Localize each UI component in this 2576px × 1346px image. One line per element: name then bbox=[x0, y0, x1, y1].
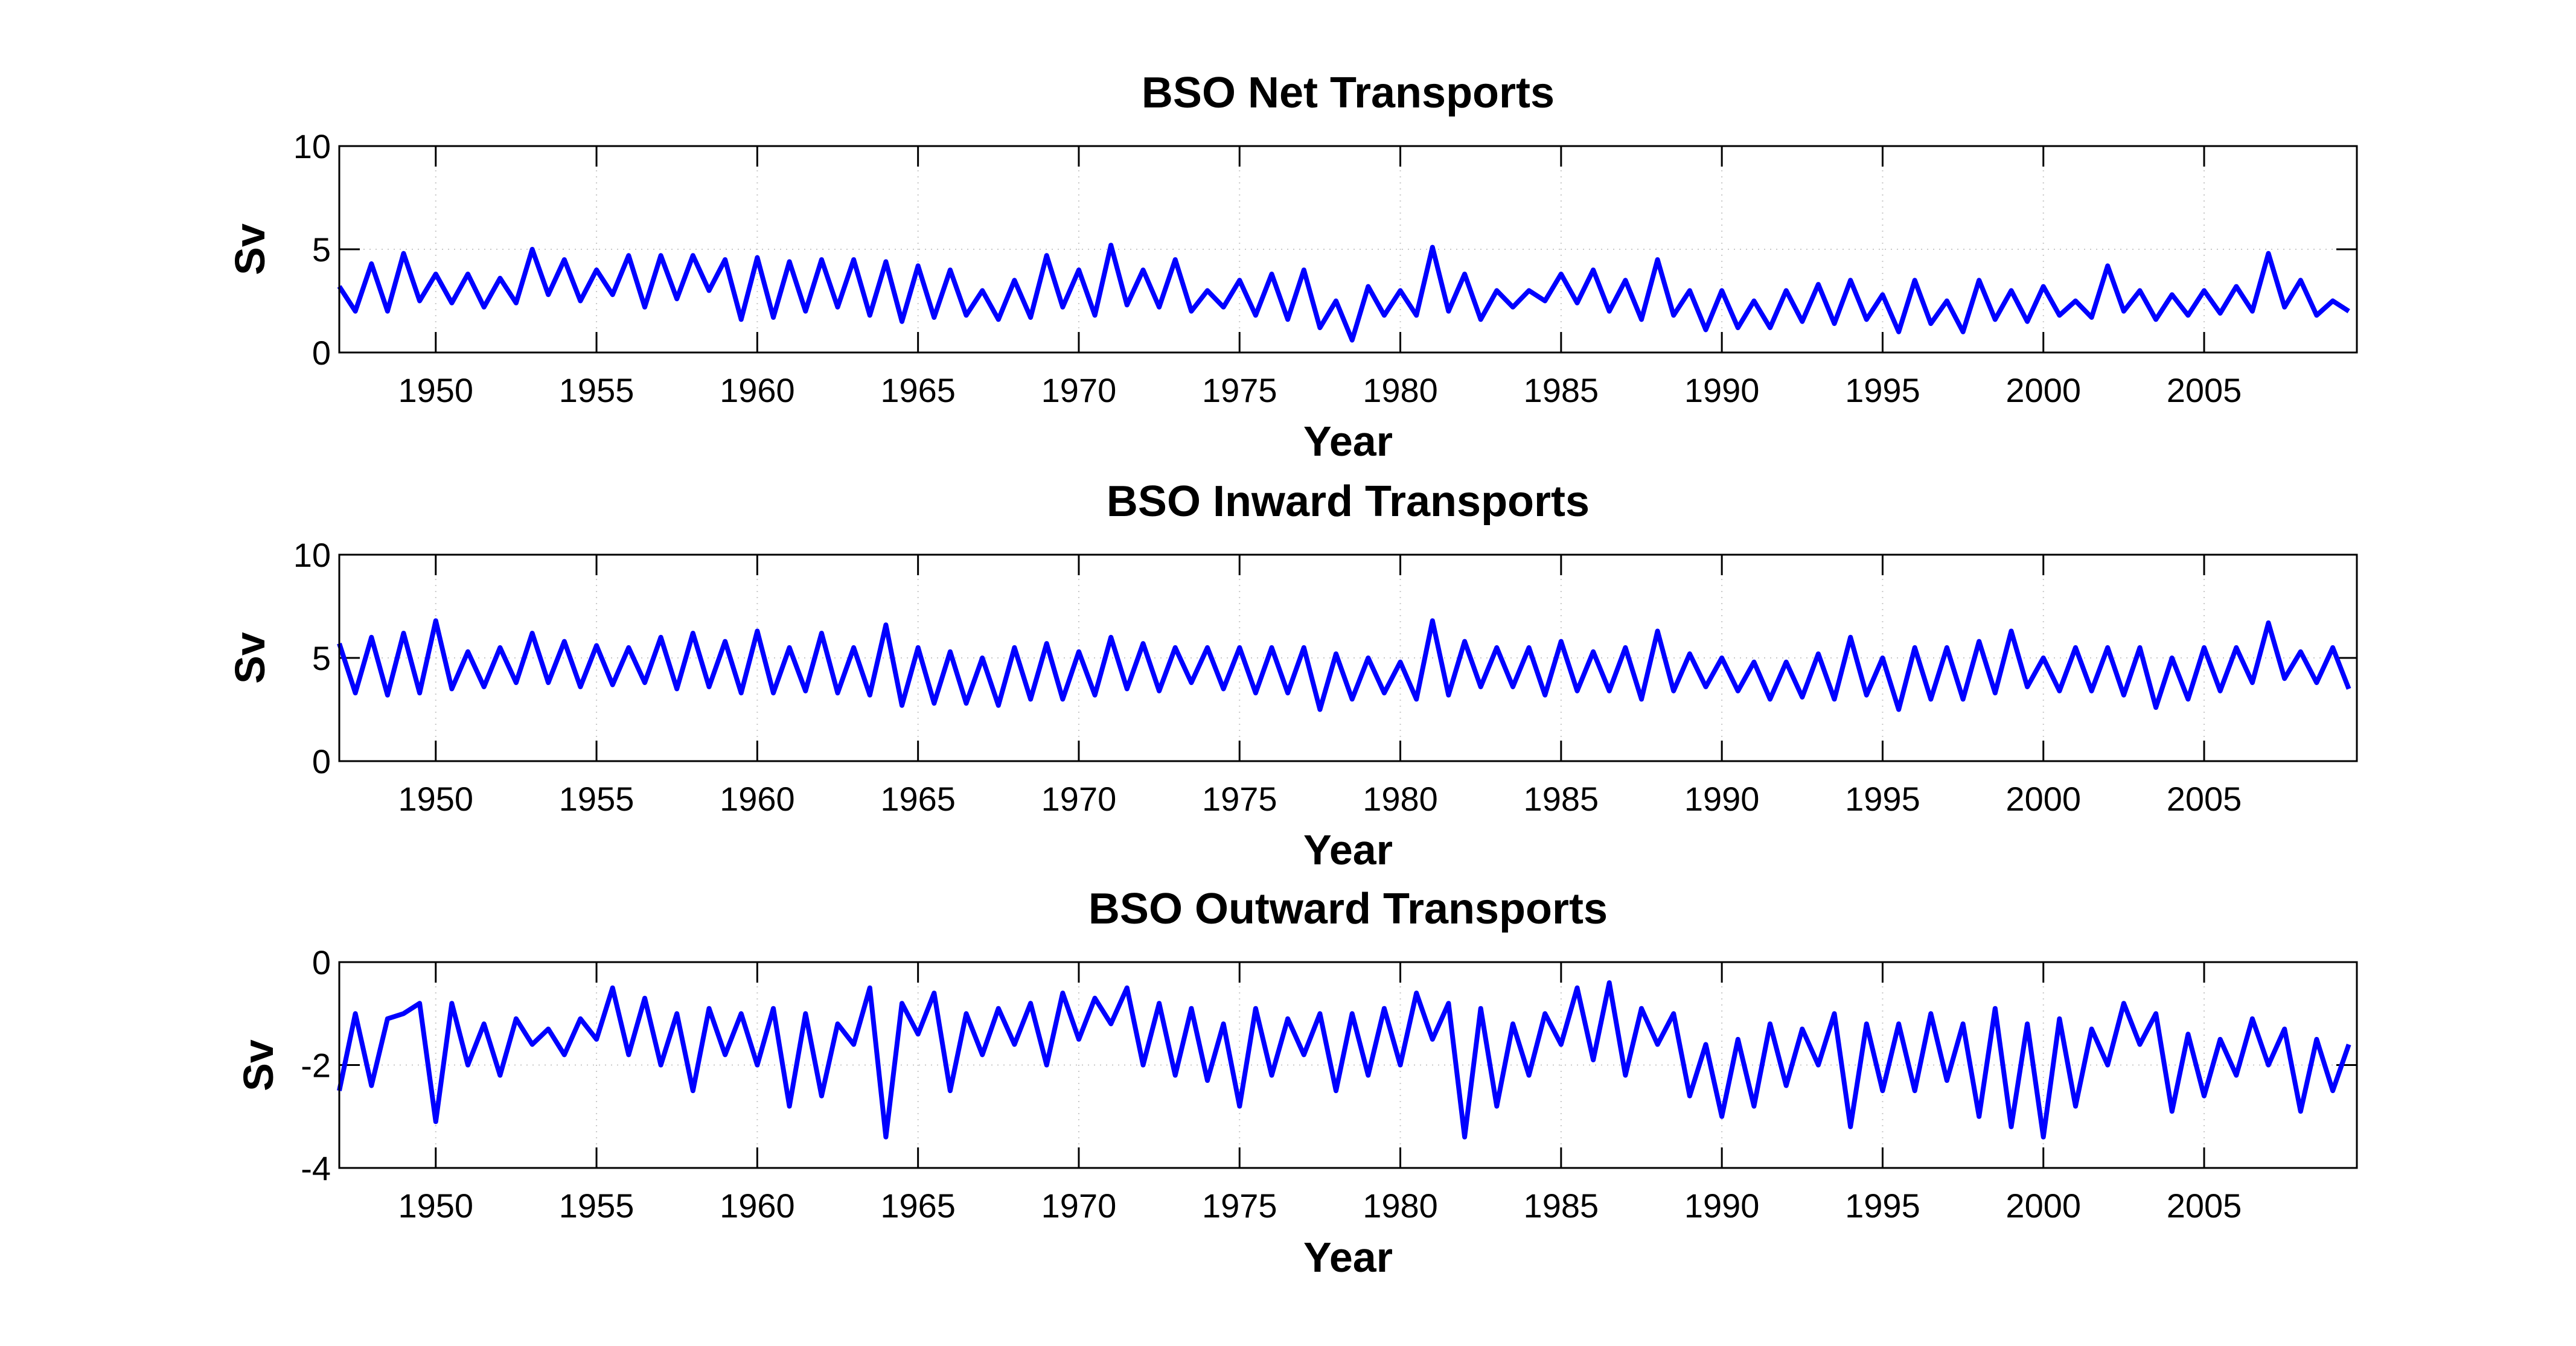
x-tick-label: 1975 bbox=[1202, 1187, 1277, 1225]
chart-title: BSO Inward Transports bbox=[1107, 477, 1590, 526]
x-tick-label: 2005 bbox=[2167, 371, 2242, 409]
x-tick-label: 1955 bbox=[559, 1187, 634, 1225]
series-line bbox=[337, 980, 2351, 1140]
x-tick-label: 2005 bbox=[2167, 1187, 2242, 1225]
y-tick-label: 10 bbox=[293, 127, 331, 165]
x-tick-label: 1985 bbox=[1524, 1187, 1599, 1225]
x-tick-label: 1970 bbox=[1041, 371, 1117, 409]
x-tick-label: 1990 bbox=[1684, 1187, 1760, 1225]
panel-inward-transports: BSO Inward Transports Year Sv 1950 1955 19… bbox=[226, 477, 2358, 873]
x-tick-label: 1965 bbox=[880, 1187, 956, 1225]
x-axis-label: Year bbox=[1303, 418, 1393, 465]
y-tick-label: -2 bbox=[301, 1047, 331, 1085]
x-tick-label: 1960 bbox=[720, 371, 795, 409]
x-tick-label: 1965 bbox=[880, 371, 956, 409]
panel-net-transports: BSO Net Transports Year Sv 1950 1955 1960 1… bbox=[226, 69, 2358, 465]
y-tick-label: 10 bbox=[293, 536, 331, 574]
panel-outward-transports: BSO Outward Transports Year Sv 1950 1955 1… bbox=[235, 885, 2358, 1281]
y-tick-label: 5 bbox=[312, 231, 331, 269]
x-axis-label: Year bbox=[1303, 826, 1393, 873]
x-tick-label: 1950 bbox=[398, 780, 473, 818]
y-tick-label: 0 bbox=[312, 334, 331, 372]
x-tick-label: 1950 bbox=[398, 1187, 473, 1225]
chart-title: BSO Net Transports bbox=[1142, 69, 1555, 117]
y-tick-label: 0 bbox=[312, 943, 331, 981]
x-tick-label: 1985 bbox=[1524, 780, 1599, 818]
x-tick-label: 1995 bbox=[1845, 1187, 1920, 1225]
x-tick-label: 1980 bbox=[1363, 371, 1438, 409]
x-tick-label: 2000 bbox=[2006, 780, 2081, 818]
x-tick-label: 2005 bbox=[2167, 780, 2242, 818]
x-tick-label: 1955 bbox=[559, 371, 634, 409]
axes-frame bbox=[338, 961, 2358, 1169]
y-tick-label: -4 bbox=[301, 1149, 331, 1187]
x-tick-label: 1995 bbox=[1845, 780, 1920, 818]
y-axis-label: Sv bbox=[226, 223, 273, 275]
x-tick-label: 1970 bbox=[1041, 780, 1117, 818]
series-line bbox=[337, 243, 2350, 343]
x-tick-label: 1990 bbox=[1684, 780, 1760, 818]
x-tick-label: 1965 bbox=[880, 780, 956, 818]
x-axis-label: Year bbox=[1303, 1234, 1393, 1281]
y-tick-label: 5 bbox=[312, 639, 331, 677]
x-tick-label: 1970 bbox=[1041, 1187, 1117, 1225]
x-tick-label: 1975 bbox=[1202, 371, 1277, 409]
x-tick-label: 1955 bbox=[559, 780, 634, 818]
x-tick-label: 2000 bbox=[2006, 371, 2081, 409]
y-tick-label: 0 bbox=[312, 742, 331, 780]
x-tick-label: 2000 bbox=[2006, 1187, 2081, 1225]
y-axis-label: Sv bbox=[235, 1039, 282, 1091]
chart-title: BSO Outward Transports bbox=[1088, 885, 1608, 933]
y-axis-label: Sv bbox=[226, 632, 273, 684]
axes-frame bbox=[338, 553, 2358, 762]
x-tick-label: 1960 bbox=[720, 1187, 795, 1225]
x-tick-label: 1990 bbox=[1684, 371, 1760, 409]
x-tick-label: 1980 bbox=[1363, 780, 1438, 818]
x-tick-label: 1950 bbox=[398, 371, 473, 409]
series-line bbox=[337, 618, 2351, 712]
x-tick-label: 1985 bbox=[1524, 371, 1599, 409]
x-tick-label: 1975 bbox=[1202, 780, 1277, 818]
axes-frame bbox=[338, 145, 2358, 354]
x-tick-label: 1980 bbox=[1363, 1187, 1438, 1225]
x-tick-label: 1995 bbox=[1845, 371, 1920, 409]
x-tick-label: 1960 bbox=[720, 780, 795, 818]
